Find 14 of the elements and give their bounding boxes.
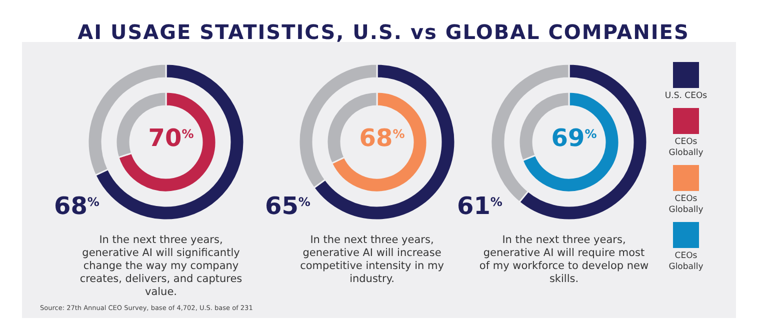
data-label: 65$^{%}$: [265, 192, 310, 220]
data-label: 70$^{%}$: [148, 124, 194, 152]
data-label: 68$^{%}$: [359, 124, 405, 152]
text: In the next three years, generative AI will increase competitive intensity in my industry.: [299, 234, 445, 286]
data-label: 68$^{%}$: [54, 192, 100, 220]
data-label: 61$^{%}$: [457, 192, 502, 220]
slice-label: CEOs Globally: [668, 194, 704, 216]
slice-label: CEOs Globally: [668, 137, 704, 159]
slice-label: U.S. CEOs: [664, 91, 708, 102]
slice-label: CEOs Globally: [668, 251, 704, 273]
data-label: 69$^{%}$: [551, 124, 597, 152]
text: In the next three years, generative AI will significantly change the way my company creates, delivers, and captures value.: [78, 234, 244, 299]
chart-title: AI USAGE STATISTICS, U.S. vs GLOBAL COMPANIES: [76, 20, 690, 44]
text: In the next three years, generative AI will require most of my workforce to develop new skills.: [479, 234, 649, 286]
